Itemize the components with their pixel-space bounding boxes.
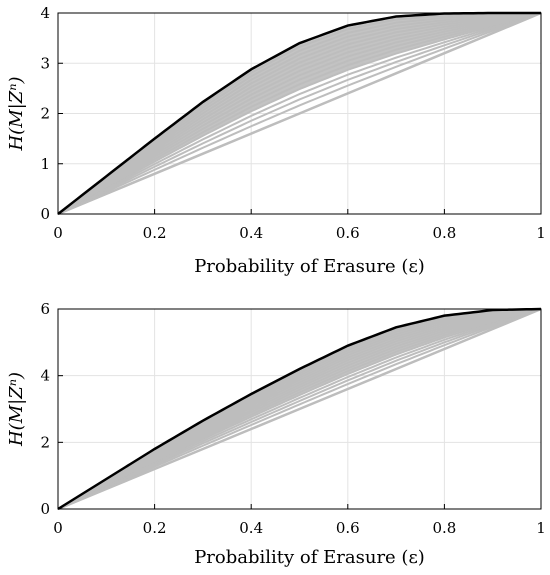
family-curve (57, 12, 542, 215)
y-tick-label: 4 (40, 4, 50, 22)
y-tick-label: 2 (40, 105, 50, 123)
axes-frame (57, 308, 542, 510)
family-curve (57, 12, 542, 215)
series-line-lower (57, 11, 542, 216)
chart-bottom: 0 0.2 0.4 0.6 0.8 1 0 2 4 6 Probability of Erasure… (6, 300, 546, 568)
y-tick-label: 2 (40, 433, 50, 451)
series-line-upper (57, 307, 542, 511)
x-tick-label: 0.6 (336, 519, 360, 537)
x-axis-label: Probability of Erasure (ε) (194, 256, 425, 277)
x-tick-label: 0.8 (432, 519, 456, 537)
family-curve (57, 308, 542, 510)
x-axis-label: Probability of Erasure (ε) (194, 547, 425, 568)
family-curves (57, 12, 542, 215)
y-tick-label: 6 (40, 300, 50, 318)
family-curve (57, 308, 542, 510)
y-tick-label: 0 (40, 500, 50, 518)
x-tick-label: 0.2 (143, 519, 167, 537)
y-tick-label: 4 (40, 367, 50, 385)
x-tick-label: 0.4 (239, 224, 263, 242)
family-curve (57, 308, 542, 510)
family-curve (57, 12, 542, 215)
y-axis-label: H(M|Zⁿ) (6, 76, 27, 151)
y-tick-label: 1 (40, 155, 50, 173)
x-tick-label: 1 (536, 224, 546, 242)
family-curve (57, 12, 542, 215)
y-tick-label: 3 (40, 54, 50, 72)
x-tick-label: 0 (53, 519, 63, 537)
x-tick-label: 1 (536, 519, 546, 537)
y-tick-label: 0 (40, 205, 50, 223)
chart-top: 0 0.2 0.4 0.6 0.8 1 0 1 2 3 4 Probability of Erasur… (6, 4, 546, 277)
family-band (58, 13, 541, 214)
x-tick-label: 0.4 (239, 519, 263, 537)
x-tick-label: 0.8 (432, 224, 456, 242)
x-tick-label: 0.6 (336, 224, 360, 242)
y-axis-label: H(M|Zⁿ) (6, 372, 27, 447)
x-tick-label: 0 (53, 224, 63, 242)
x-tick-label: 0.2 (143, 224, 167, 242)
family-curve (57, 308, 542, 510)
series-line-lower (57, 307, 542, 511)
family-curves (57, 308, 542, 510)
